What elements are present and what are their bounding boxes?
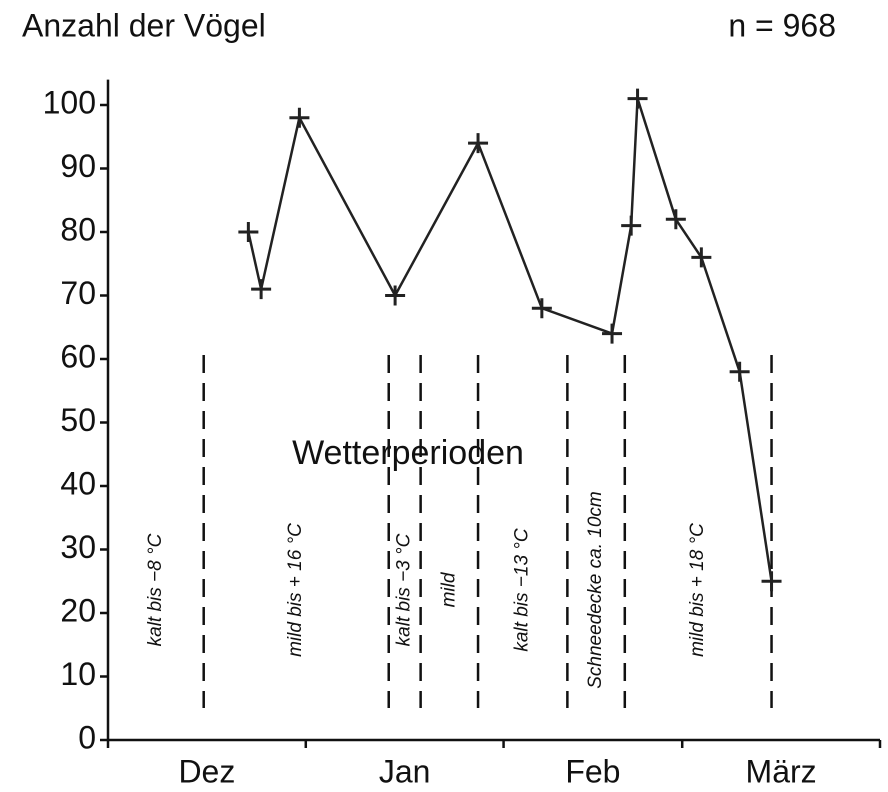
y-tick-label: 0 bbox=[78, 719, 96, 755]
y-tick-label: 70 bbox=[60, 275, 96, 311]
data-point bbox=[621, 215, 642, 236]
data-point bbox=[251, 279, 272, 300]
data-point bbox=[729, 361, 750, 382]
y-tick-label: 30 bbox=[60, 529, 96, 565]
y-tick-label: 100 bbox=[43, 84, 96, 120]
y-tick-label: 50 bbox=[60, 402, 96, 438]
data-point bbox=[289, 107, 310, 128]
y-tick-label: 80 bbox=[60, 211, 96, 247]
data-point bbox=[238, 222, 259, 242]
period-label: kalt bis −3 °C bbox=[394, 533, 415, 646]
data-point bbox=[602, 323, 623, 344]
period-label: mild bis + 18 °C bbox=[687, 523, 708, 657]
data-point bbox=[531, 298, 552, 319]
x-category-label: Dez bbox=[178, 753, 235, 789]
data-point bbox=[468, 133, 489, 154]
y-tick-label: 40 bbox=[60, 465, 96, 501]
x-category-label: Feb bbox=[565, 753, 620, 789]
period-label: Schneedecke ca. 10cm bbox=[585, 491, 606, 689]
data-point bbox=[385, 285, 406, 306]
data-point bbox=[691, 247, 712, 268]
period-label: mild bis + 16 °C bbox=[285, 523, 306, 657]
annotation: Wetterperioden bbox=[292, 434, 524, 472]
data-point bbox=[761, 571, 782, 592]
chart-subtitle: n = 968 bbox=[728, 7, 836, 43]
y-tick-label: 90 bbox=[60, 148, 96, 184]
chart-title: Anzahl der Vögel bbox=[22, 7, 266, 43]
x-category-label: März bbox=[746, 753, 817, 789]
data-point bbox=[665, 209, 686, 230]
period-label: kalt bis −13 °C bbox=[512, 528, 533, 652]
data-line bbox=[247, 98, 773, 582]
y-tick-label: 20 bbox=[60, 592, 96, 628]
y-tick-label: 60 bbox=[60, 338, 96, 374]
period-label: kalt bis −8 °C bbox=[145, 533, 166, 646]
data-point bbox=[627, 88, 648, 109]
y-tick-label: 10 bbox=[60, 656, 96, 692]
period-label: mild bbox=[438, 571, 459, 607]
x-category-label: Jan bbox=[379, 753, 431, 789]
